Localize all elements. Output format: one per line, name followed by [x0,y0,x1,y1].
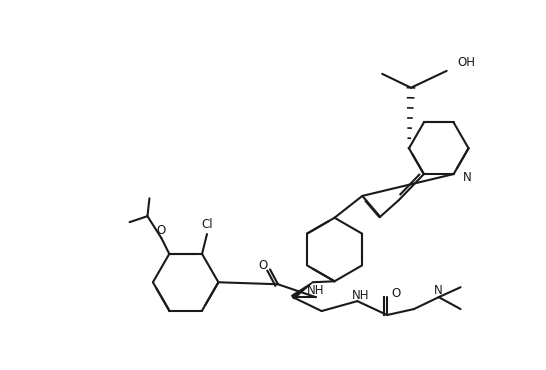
Polygon shape [292,282,313,299]
Text: O: O [391,287,401,300]
Text: O: O [258,259,268,272]
Text: NH: NH [352,289,369,302]
Text: O: O [157,223,166,236]
Text: N: N [435,284,443,297]
Text: N: N [462,171,471,184]
Text: Cl: Cl [201,218,213,231]
Text: NH: NH [307,284,324,297]
Text: OH: OH [458,56,476,70]
